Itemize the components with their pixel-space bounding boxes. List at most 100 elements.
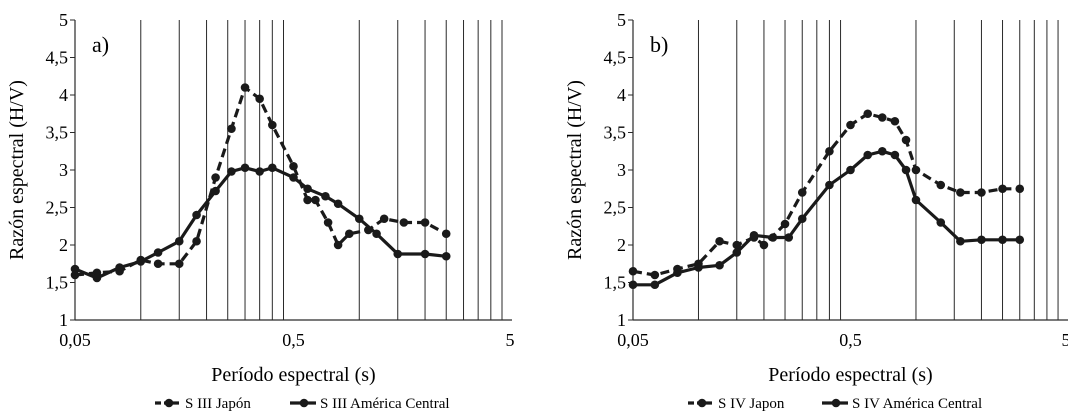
data-point — [650, 280, 660, 290]
data-point — [255, 94, 264, 104]
data-point — [153, 248, 163, 257]
data-point — [977, 235, 986, 245]
data-point — [890, 150, 900, 160]
data-point — [846, 120, 855, 130]
y-tick-label: 3,5 — [46, 123, 69, 143]
data-point — [289, 173, 298, 182]
y-tick-label: 5 — [59, 10, 68, 30]
data-point — [673, 268, 682, 278]
data-point — [780, 219, 790, 229]
y-tick-label: 2,5 — [46, 198, 69, 218]
y-tick-label: 2 — [617, 235, 626, 255]
panel-label: a) — [92, 32, 109, 57]
chart-panel-2: 1 1,5 2 2,5 3 3,5 4 4,5 5 0,05 0,5 5 Período espectr… — [564, 10, 1068, 412]
data-point — [694, 263, 703, 272]
data-point — [877, 146, 887, 156]
y-tick-label: 5 — [617, 10, 626, 30]
data-point — [1015, 235, 1025, 245]
legend-marker — [164, 398, 174, 408]
data-point — [441, 251, 451, 261]
data-point — [303, 184, 312, 194]
x-tick-label: 5 — [506, 330, 515, 350]
y-tick-label: 3,5 — [604, 123, 627, 143]
data-point — [911, 195, 921, 205]
data-point — [240, 83, 250, 92]
data-point — [333, 240, 343, 250]
x-tick-label: 0,5 — [839, 330, 862, 350]
data-point — [321, 191, 330, 201]
data-point — [311, 195, 320, 205]
y-axis-title: Razón espectral (H/V) — [6, 80, 28, 260]
legend-marker — [697, 398, 707, 408]
data-point — [70, 270, 80, 280]
data-point — [379, 214, 389, 224]
data-point — [192, 236, 201, 246]
data-point — [1015, 184, 1025, 194]
y-tick-label: 1,5 — [46, 273, 69, 293]
legend-label: S IV América Central — [852, 396, 982, 412]
data-point — [650, 270, 660, 280]
x-tick-label: 0,05 — [59, 330, 91, 350]
data-point — [420, 249, 430, 259]
series-2 — [70, 163, 451, 283]
data-point — [268, 163, 277, 173]
data-point — [956, 188, 965, 197]
data-point — [354, 214, 364, 224]
data-point — [846, 165, 855, 175]
data-point — [998, 235, 1007, 245]
data-point — [715, 236, 724, 246]
x-axis-title: Período espectral (s) — [768, 364, 932, 386]
data-point — [877, 113, 887, 122]
y-tick-label: 1 — [617, 310, 626, 330]
data-point — [289, 161, 298, 171]
data-point — [768, 233, 778, 242]
panel-label: b) — [650, 32, 668, 57]
data-point — [344, 229, 354, 239]
y-tick-label: 4,5 — [46, 48, 69, 68]
data-point — [901, 165, 911, 175]
series-1 — [628, 109, 1025, 280]
series-line — [633, 149, 1020, 287]
data-point — [977, 188, 986, 197]
data-point — [441, 229, 451, 239]
x-tick-label: 5 — [1062, 330, 1068, 350]
data-point — [998, 184, 1007, 194]
data-point — [420, 218, 430, 227]
data-point — [211, 173, 220, 182]
data-point — [890, 116, 900, 126]
data-point — [393, 249, 403, 259]
data-point — [174, 259, 184, 269]
data-point — [732, 248, 742, 257]
x-axis-title: Período espectral (s) — [211, 364, 375, 386]
chart-panel-1: 1 1,5 2 2,5 3 3,5 4 4,5 5 0,05 0,5 5 Período espectr… — [6, 10, 515, 412]
y-tick-label: 4 — [617, 85, 626, 105]
data-point — [825, 180, 834, 190]
series-line — [74, 166, 447, 280]
y-tick-label: 3 — [617, 160, 626, 180]
data-point — [240, 163, 250, 173]
data-point — [303, 195, 312, 205]
y-tick-label: 2 — [59, 235, 68, 255]
data-point — [227, 124, 236, 134]
legend-label: S III Japón — [185, 396, 251, 412]
x-tick-label: 0,5 — [282, 330, 305, 350]
data-point — [901, 135, 911, 145]
y-tick-label: 2,5 — [604, 198, 627, 218]
data-point — [911, 165, 921, 175]
data-point — [784, 233, 794, 242]
data-point — [174, 236, 184, 246]
y-tick-label: 1,5 — [604, 273, 627, 293]
data-point — [255, 167, 264, 176]
data-point — [211, 186, 220, 196]
data-point — [399, 218, 409, 227]
y-tick-label: 3 — [59, 160, 68, 180]
data-point — [797, 214, 807, 224]
y-tick-label: 4 — [59, 85, 68, 105]
data-point — [628, 266, 638, 276]
data-point — [628, 280, 638, 290]
data-point — [92, 273, 102, 283]
data-point — [153, 259, 163, 269]
series-line — [632, 112, 1020, 277]
data-point — [268, 120, 277, 130]
